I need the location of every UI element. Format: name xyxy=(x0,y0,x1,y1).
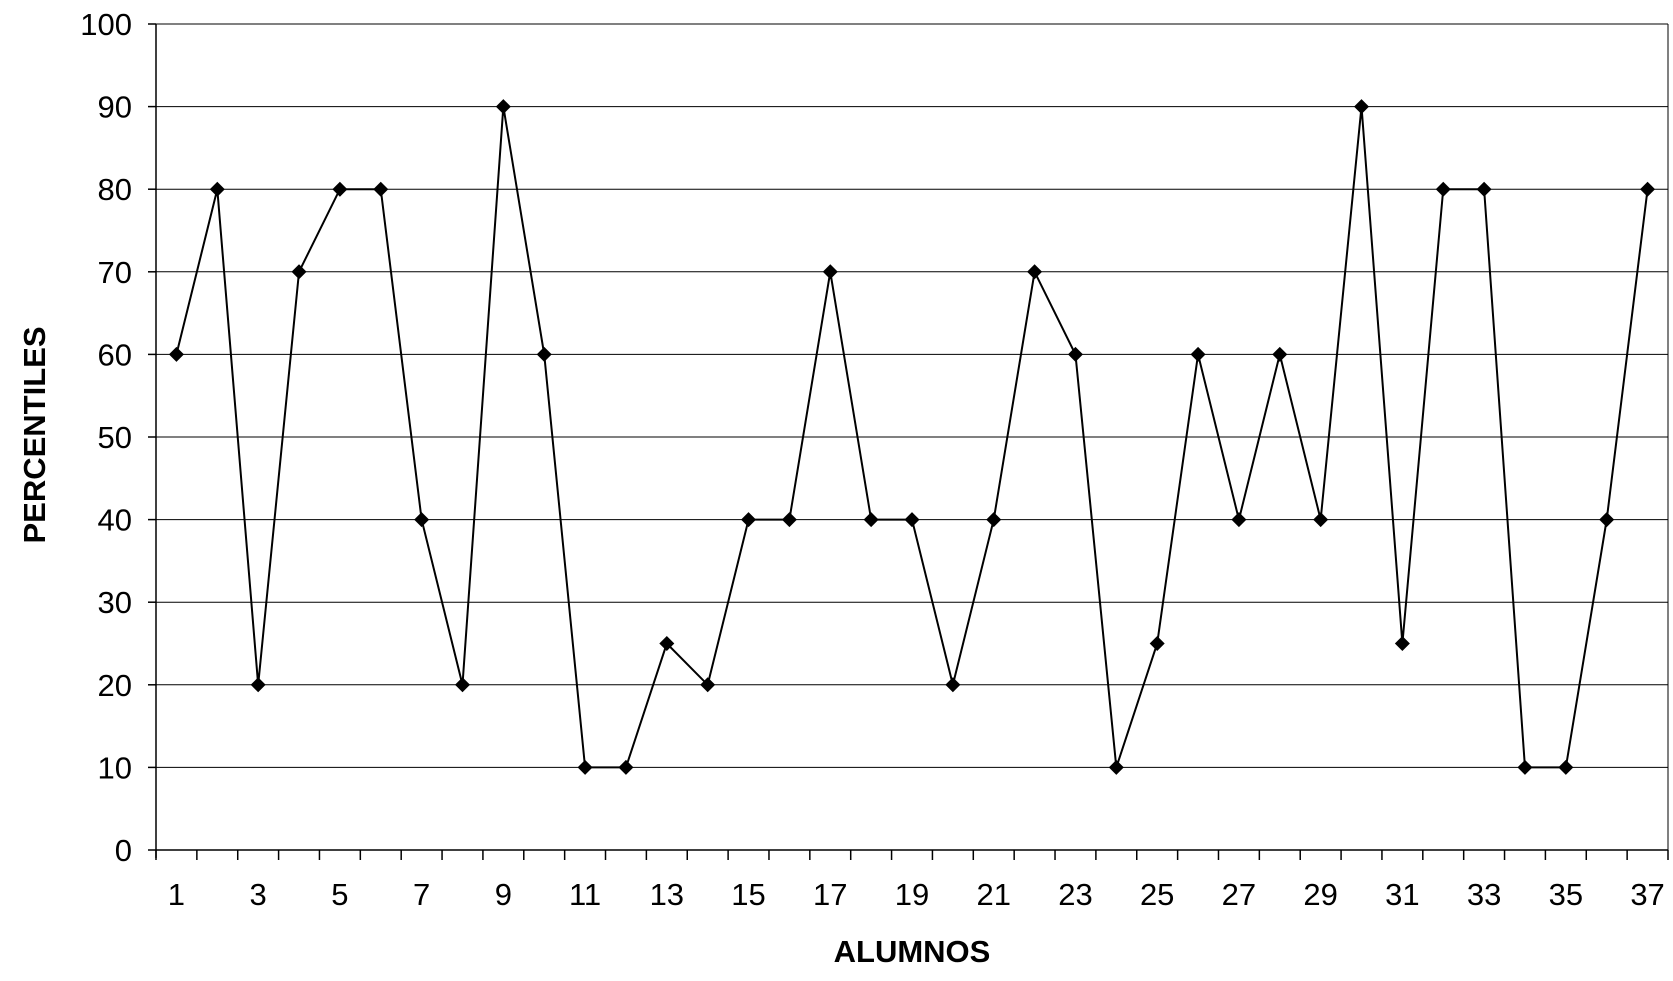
data-point-8 xyxy=(454,677,470,693)
data-point-28 xyxy=(1272,346,1288,362)
x-tick-label-11: 11 xyxy=(569,877,601,912)
x-tick-label-29: 29 xyxy=(1303,877,1337,912)
x-tick-label-1: 1 xyxy=(168,877,185,912)
data-point-36 xyxy=(1599,512,1615,528)
data-point-34 xyxy=(1517,759,1533,775)
x-tick-label-15: 15 xyxy=(731,877,765,912)
data-point-2 xyxy=(209,181,225,197)
data-point-10 xyxy=(536,346,552,362)
x-tick-label-3: 3 xyxy=(250,877,267,912)
y-tick-label-0: 0 xyxy=(115,833,132,868)
x-tick-label-23: 23 xyxy=(1058,877,1092,912)
data-point-11 xyxy=(577,759,593,775)
y-axis-title: PERCENTILES xyxy=(17,326,52,543)
y-tick-label-100: 100 xyxy=(80,7,132,42)
series-group xyxy=(168,99,1656,775)
data-point-1 xyxy=(168,346,184,362)
data-point-26 xyxy=(1190,346,1206,362)
data-point-23 xyxy=(1067,346,1083,362)
x-tick-label-37: 37 xyxy=(1630,877,1664,912)
x-tick-label-35: 35 xyxy=(1549,877,1583,912)
y-tick-label-90: 90 xyxy=(98,90,132,125)
y-tick-label-80: 80 xyxy=(98,172,132,207)
data-point-35 xyxy=(1558,759,1574,775)
y-tick-label-20: 20 xyxy=(98,668,132,703)
data-point-9 xyxy=(495,99,511,115)
axes xyxy=(148,23,1669,860)
data-point-32 xyxy=(1435,181,1451,197)
data-point-20 xyxy=(945,677,961,693)
data-point-25 xyxy=(1149,636,1165,651)
y-tick-label-10: 10 xyxy=(98,750,132,785)
x-tick-label-5: 5 xyxy=(331,877,348,912)
data-point-17 xyxy=(822,264,838,280)
data-point-15 xyxy=(741,512,757,528)
data-point-4 xyxy=(291,264,307,280)
x-tick-label-9: 9 xyxy=(495,877,512,912)
data-point-7 xyxy=(414,512,430,528)
data-point-19 xyxy=(904,512,920,528)
data-point-31 xyxy=(1394,636,1410,651)
x-tick-label-17: 17 xyxy=(813,877,847,912)
x-tick-label-19: 19 xyxy=(895,877,929,912)
x-tick-label-33: 33 xyxy=(1467,877,1501,912)
y-tick-label-30: 30 xyxy=(98,585,132,620)
data-point-16 xyxy=(781,512,797,528)
y-tick-label-60: 60 xyxy=(98,337,132,372)
data-point-13 xyxy=(659,636,675,651)
x-tick-label-13: 13 xyxy=(650,877,684,912)
data-point-21 xyxy=(986,512,1002,528)
data-point-29 xyxy=(1313,512,1329,528)
data-point-14 xyxy=(700,677,716,693)
data-point-27 xyxy=(1231,512,1247,528)
grid-lines xyxy=(156,23,1668,768)
x-tick-label-31: 31 xyxy=(1385,877,1419,912)
data-point-18 xyxy=(863,512,879,528)
x-tick-label-25: 25 xyxy=(1140,877,1174,912)
data-point-33 xyxy=(1476,181,1492,197)
data-point-12 xyxy=(618,759,634,775)
x-tick-label-27: 27 xyxy=(1222,877,1256,912)
x-tick-label-21: 21 xyxy=(976,877,1010,912)
data-point-30 xyxy=(1354,99,1370,115)
data-point-22 xyxy=(1027,264,1043,280)
x-tick-label-7: 7 xyxy=(413,877,430,912)
data-point-6 xyxy=(373,181,389,197)
y-axis-tick-labels: 0 10 20 30 40 50 60 70 80 90 100 xyxy=(80,7,132,868)
data-point-37 xyxy=(1640,181,1656,197)
x-axis-tick-labels: 1 3 5 7 9 11 13 15 17 19 21 23 25 27 29 31 33 35 37 xyxy=(168,877,1665,912)
y-tick-label-50: 50 xyxy=(98,420,132,455)
x-axis-title: ALUMNOS xyxy=(834,934,991,969)
y-tick-label-40: 40 xyxy=(98,503,132,538)
y-tick-label-70: 70 xyxy=(98,255,132,290)
data-point-24 xyxy=(1108,759,1124,775)
data-point-5 xyxy=(332,181,348,197)
data-point-3 xyxy=(250,677,266,693)
